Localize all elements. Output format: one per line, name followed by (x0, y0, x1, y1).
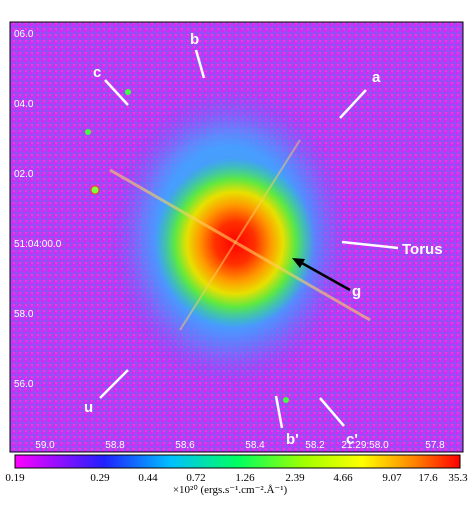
annotation: c (93, 64, 101, 81)
colorbar-tick: 0.29 (90, 472, 110, 484)
colorbar (14, 454, 461, 469)
y-label: 58.0 (14, 309, 34, 320)
x-label: 57.8 (425, 440, 445, 451)
image (9, 21, 464, 453)
colorbar-tick: 2.39 (285, 472, 305, 484)
y-label: 02.0 (14, 169, 34, 180)
y-label: 56.0 (14, 379, 34, 390)
x-label: 58.2 (305, 440, 325, 451)
colorbar-tick: 0.19 (5, 472, 25, 484)
annotation: b (190, 31, 199, 48)
annotation: b' (286, 431, 299, 448)
annotation: g (352, 283, 361, 300)
x-label: 58.4 (245, 440, 265, 451)
star (125, 89, 131, 95)
colorbar-unit: ×10²⁰ (ergs.s⁻¹.cm⁻².Å⁻¹) (173, 484, 288, 496)
spike (109, 168, 371, 322)
y-label: 51:04:00.0 (14, 239, 62, 250)
colorbar-tick: 0.72 (186, 472, 205, 484)
star (90, 185, 100, 195)
colorbar-tick: 17.6 (418, 472, 438, 484)
arrows (99, 49, 399, 429)
x-label: 21:29:58.0 (341, 440, 389, 451)
x-label: 58.8 (105, 440, 125, 451)
colorbar-tick: 0.44 (138, 472, 158, 484)
annotation: c' (346, 431, 358, 448)
arrow (299, 260, 351, 292)
star (85, 129, 91, 135)
arrowhead (292, 258, 305, 268)
star (283, 397, 289, 403)
colorbar-tick: 4.66 (333, 472, 353, 484)
colorbar-tick: 9.07 (382, 472, 402, 484)
spike (179, 139, 301, 331)
x-label: 58.6 (175, 440, 195, 451)
colorbar-tick: 1.26 (235, 472, 255, 484)
annotation: a (372, 69, 381, 86)
y-label: 04.0 (14, 99, 34, 110)
annotation: Torus (402, 241, 443, 258)
annotation: u (84, 399, 93, 416)
x-label: 59.0 (35, 440, 55, 451)
y-label: 06.0 (14, 29, 34, 40)
colorbar-tick: 35.3 (448, 472, 468, 484)
